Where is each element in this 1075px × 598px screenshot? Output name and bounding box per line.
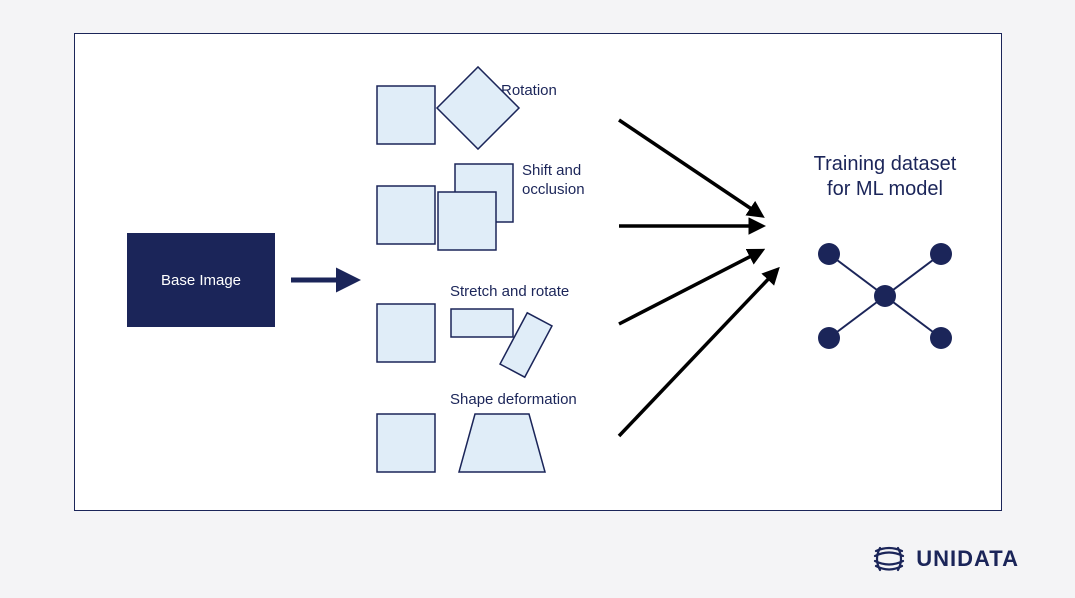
diagram-canvas: Base Image Rotation Shift and occlusion …	[74, 33, 1002, 511]
deform-shape-original	[377, 414, 435, 472]
base-image-box: Base Image	[127, 233, 275, 327]
output-arrow-1	[619, 120, 759, 214]
rotation-shape-rotated	[437, 67, 519, 149]
stretch-shape-original	[377, 304, 435, 362]
label-shift-occlusion: Shift and occlusion	[522, 162, 585, 200]
output-title: Training dataset for ML model	[795, 152, 975, 202]
output-arrow-3	[619, 252, 759, 324]
logo: UNIDATA	[872, 542, 1019, 576]
logo-text: UNIDATA	[916, 546, 1019, 572]
ml-network-icon	[818, 243, 952, 349]
shift-shape-original	[377, 186, 435, 244]
label-shape-deformation: Shape deformation	[450, 391, 577, 410]
deform-shape-trapezoid	[459, 414, 545, 472]
label-rotation: Rotation	[501, 82, 557, 101]
rotation-shape-original	[377, 86, 435, 144]
globe-icon	[872, 542, 906, 576]
stretch-shape-rotated	[500, 313, 552, 377]
output-arrow-4	[619, 272, 775, 436]
stretch-shape-wide	[451, 309, 513, 337]
shift-shape-back	[455, 164, 513, 222]
base-image-label: Base Image	[161, 272, 241, 289]
shift-shape-front	[438, 192, 496, 250]
label-stretch-rotate: Stretch and rotate	[450, 283, 569, 302]
